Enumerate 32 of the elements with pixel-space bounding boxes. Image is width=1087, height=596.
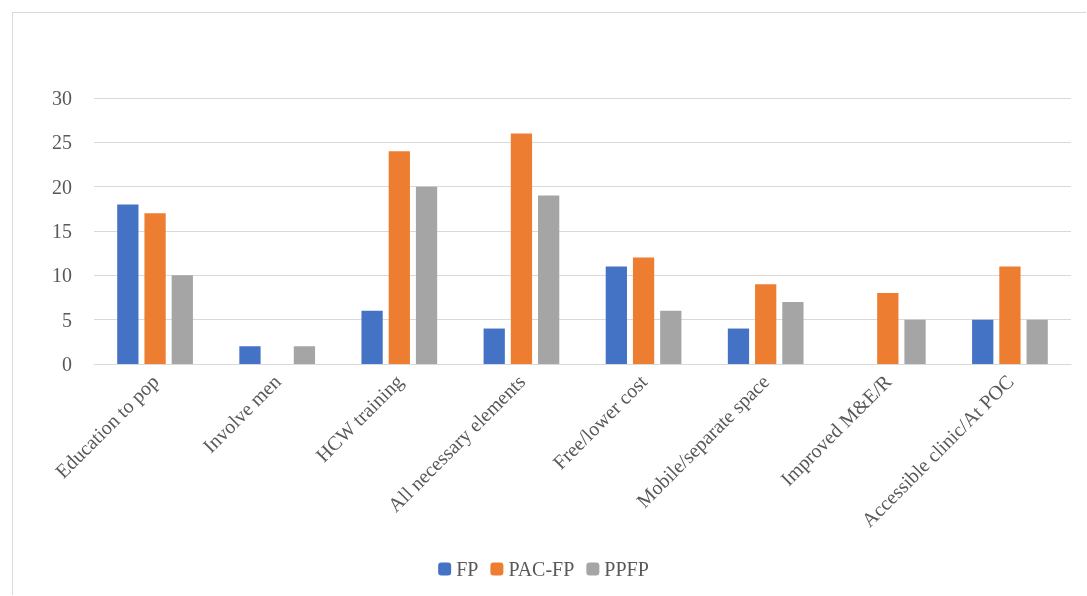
bar [755,284,777,364]
bar [972,319,994,364]
y-tick-label: 30 [52,87,72,109]
y-tick-label: 20 [52,175,72,198]
bar [877,293,899,364]
bar [632,257,655,364]
bar [144,213,166,364]
bar [510,133,533,364]
bar [538,195,560,364]
legend-label: PAC-FP [508,558,575,580]
bar [293,346,316,364]
y-tick-label: 10 [52,264,72,287]
bar [361,310,383,364]
bar [1026,319,1048,364]
y-tick-label: 15 [52,220,72,242]
bar [782,301,804,364]
bar [388,151,410,364]
bar [483,328,505,364]
bar [117,204,139,364]
legend-label: FP [456,558,479,580]
y-tick-label: 0 [62,353,72,375]
bar [415,186,438,364]
y-tick-label: 25 [52,131,72,154]
bar [904,319,926,364]
bar [239,346,261,364]
legend-label: PPFP [604,558,649,580]
bar [171,275,193,364]
bar [660,310,682,364]
bar [999,266,1021,364]
y-tick-label: 5 [62,308,72,331]
bar [727,328,750,364]
bar [605,266,627,364]
